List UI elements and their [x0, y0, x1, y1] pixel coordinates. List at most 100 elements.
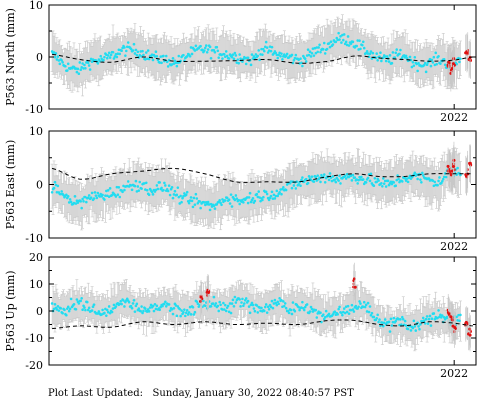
data-point — [191, 205, 195, 209]
data-point — [185, 54, 189, 58]
data-point — [234, 54, 238, 57]
data-point — [79, 299, 82, 303]
data-point — [427, 177, 431, 180]
data-point — [183, 192, 186, 195]
y-axis-label: P563 East (mm) — [4, 140, 17, 230]
data-point — [55, 58, 59, 61]
data-point — [360, 175, 363, 179]
data-point — [301, 64, 304, 68]
data-point — [397, 177, 400, 181]
data-point — [366, 176, 370, 180]
data-point — [299, 184, 302, 188]
data-point — [84, 66, 87, 70]
data-point — [285, 52, 289, 56]
data-point — [249, 63, 253, 67]
data-point — [229, 193, 233, 196]
data-point — [273, 197, 277, 200]
data-point — [289, 180, 293, 183]
x-tick-label: 2022 — [440, 111, 468, 124]
data-point — [343, 33, 346, 36]
data-point — [96, 62, 100, 65]
data-point — [107, 51, 111, 55]
data-point — [133, 310, 137, 313]
data-point — [254, 53, 258, 56]
data-point — [390, 61, 394, 65]
data-point — [55, 190, 59, 194]
data-point — [430, 58, 434, 62]
data-point — [158, 61, 161, 64]
data-point — [59, 307, 62, 310]
data-point — [53, 303, 57, 306]
data-point — [61, 61, 64, 64]
data-point — [112, 303, 116, 307]
data-point — [52, 186, 56, 190]
data-point — [89, 196, 93, 199]
data-point — [385, 55, 389, 58]
data-point — [232, 57, 236, 61]
data-point — [434, 51, 437, 55]
data-point — [133, 52, 137, 55]
data-point — [283, 53, 286, 56]
data-point — [94, 194, 98, 197]
data-point — [106, 56, 109, 60]
data-point — [413, 55, 417, 59]
data-point — [79, 68, 82, 72]
data-point — [300, 178, 303, 182]
data-point — [69, 297, 73, 301]
data-point — [181, 196, 184, 200]
data-point — [351, 173, 355, 177]
daily-solutions — [50, 279, 462, 352]
y-tick-label: 10 — [29, 0, 43, 12]
data-point — [95, 196, 99, 200]
data-point — [174, 61, 178, 65]
data-point — [66, 305, 70, 309]
recent-solutions — [446, 32, 473, 92]
data-point — [146, 49, 150, 52]
data-point — [110, 310, 114, 314]
data-point — [208, 45, 212, 49]
data-point — [206, 200, 210, 204]
data-point — [139, 309, 142, 313]
data-point — [370, 57, 374, 60]
data-point — [362, 40, 365, 44]
data-point — [417, 61, 420, 65]
data-point — [86, 300, 89, 304]
data-point — [345, 172, 349, 176]
data-point — [147, 193, 151, 197]
data-point — [239, 57, 242, 61]
data-point — [279, 55, 282, 58]
data-point — [151, 193, 155, 196]
data-point — [241, 60, 244, 63]
plot-area — [50, 141, 473, 231]
data-point — [282, 186, 285, 189]
data-point — [68, 198, 72, 201]
data-point — [106, 308, 109, 312]
data-point — [255, 192, 259, 196]
data-point — [149, 303, 153, 307]
data-point — [292, 184, 296, 187]
data-point — [413, 171, 417, 175]
data-point — [272, 193, 276, 197]
data-point — [351, 40, 355, 44]
data-point — [329, 176, 333, 179]
data-point — [334, 40, 338, 44]
y-axis-label: P563 North (mm) — [4, 8, 17, 106]
data-point — [73, 195, 77, 198]
data-point — [142, 309, 145, 313]
data-point — [439, 62, 442, 65]
data-point — [108, 56, 112, 59]
data-point — [276, 194, 279, 198]
data-point — [75, 70, 79, 74]
data-point — [151, 58, 155, 62]
data-point — [64, 64, 67, 68]
data-point — [251, 196, 255, 200]
data-point — [415, 173, 418, 176]
data-point — [233, 198, 237, 202]
data-point — [221, 57, 224, 60]
y-tick-label: -10 — [25, 232, 43, 245]
data-point — [380, 182, 383, 185]
data-point — [74, 67, 78, 70]
data-point — [292, 58, 296, 62]
data-point — [144, 307, 147, 310]
